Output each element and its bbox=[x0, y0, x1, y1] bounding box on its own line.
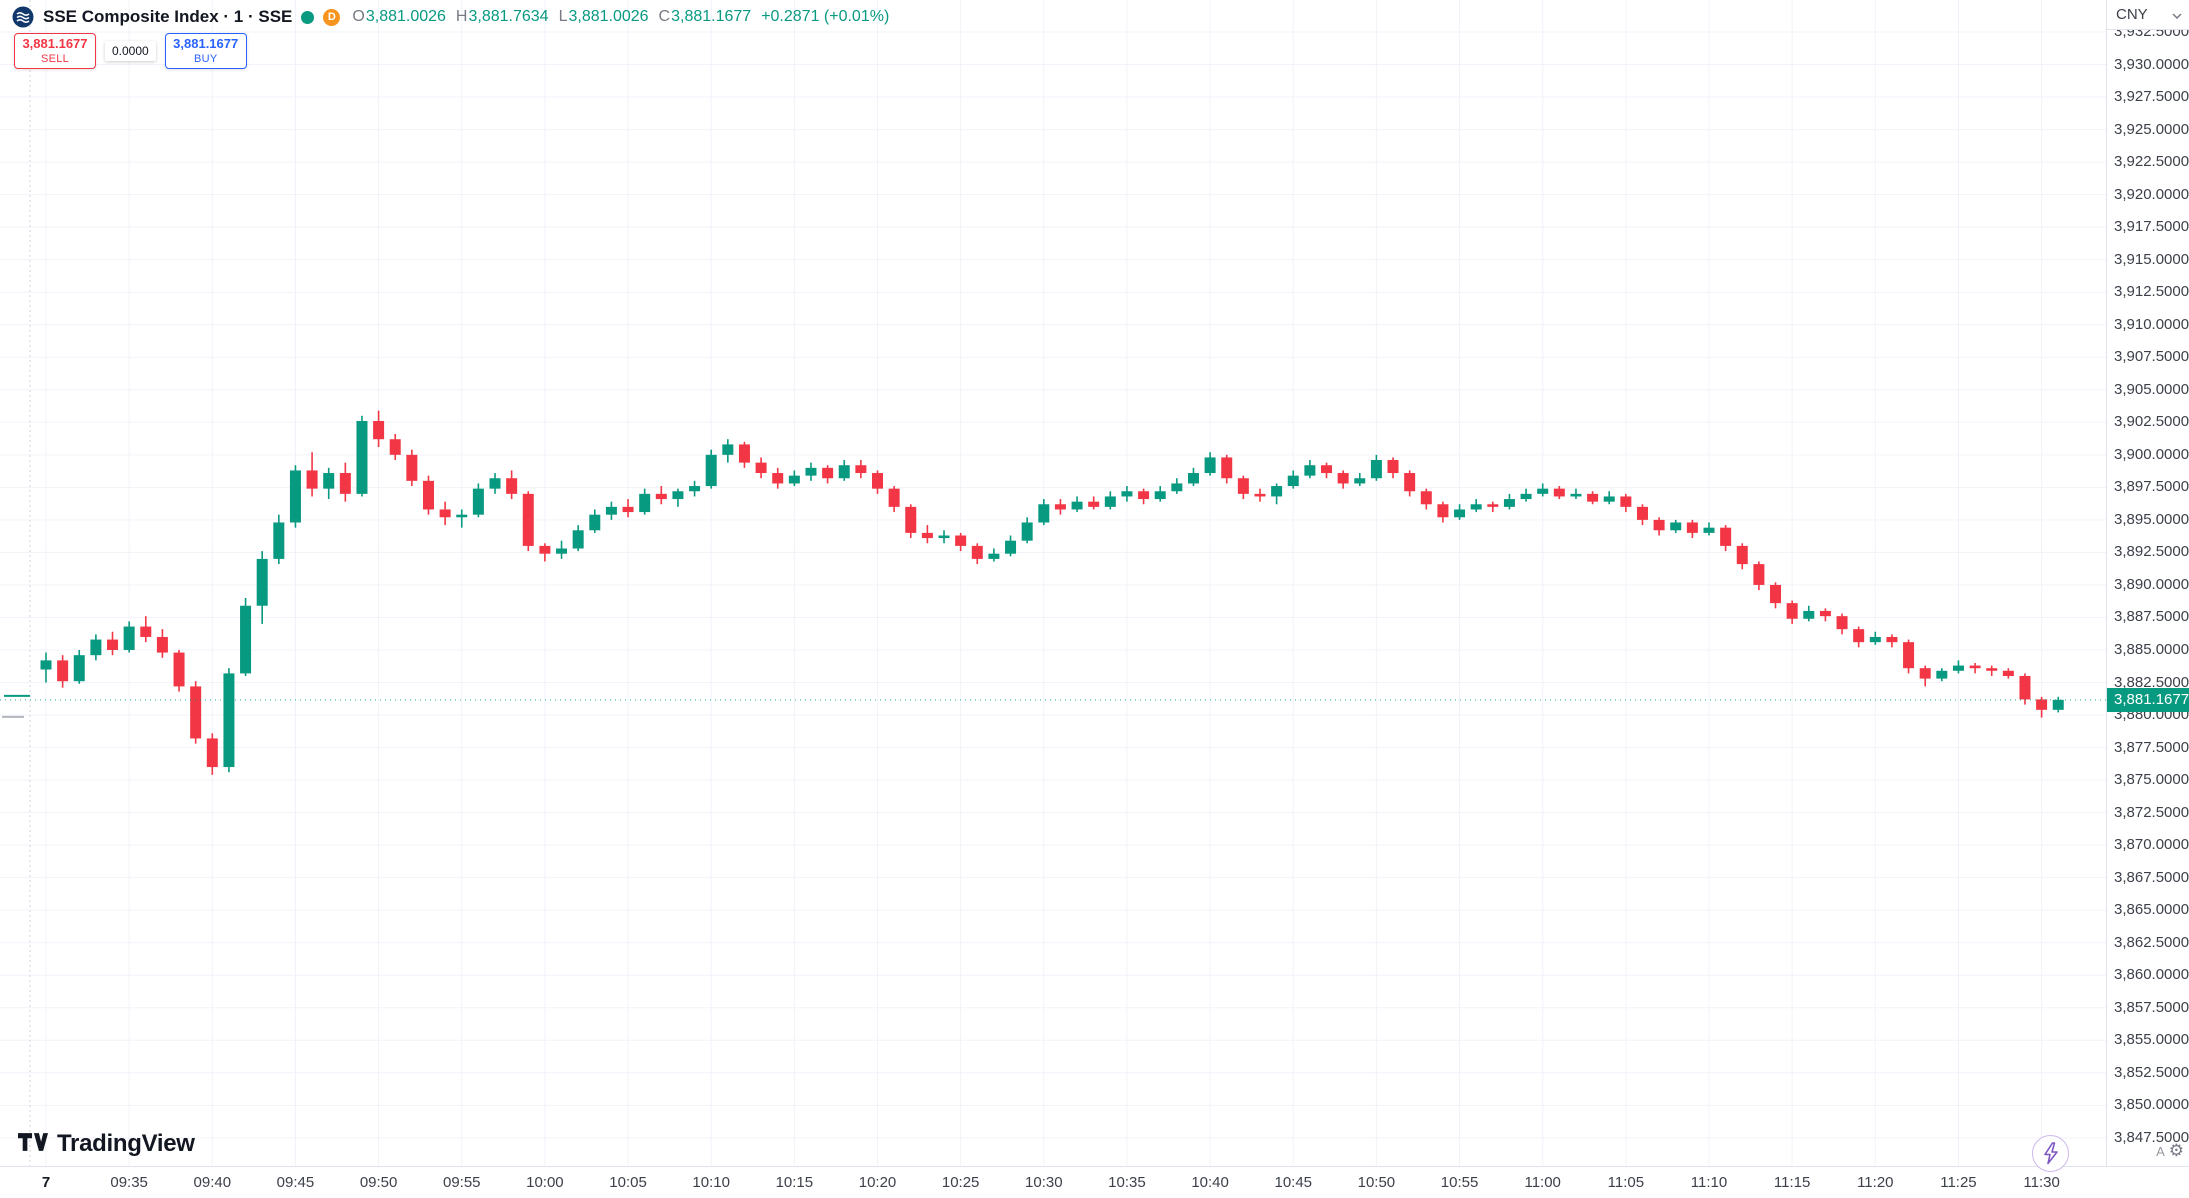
time-axis-label: 11:30 bbox=[2023, 1174, 2060, 1191]
price-axis-label: 3,907.5000 bbox=[2114, 348, 2189, 366]
high-label: H bbox=[455, 8, 468, 25]
symbol-legend: SSE Composite Index · 1 · SSE D O 3,881.0… bbox=[12, 5, 889, 29]
time-axis-label: 09:55 bbox=[442, 1174, 481, 1191]
time-axis-label: 10:55 bbox=[1440, 1174, 1479, 1191]
delayed-data-badge-icon[interactable]: D bbox=[323, 8, 341, 26]
close-label: C bbox=[658, 8, 671, 25]
price-axis-label: 3,910.0000 bbox=[2114, 315, 2189, 333]
price-axis-label: 3,905.0000 bbox=[2114, 380, 2189, 398]
price-axis-label: 3,850.0000 bbox=[2114, 1096, 2189, 1114]
price-axis-label: 3,860.0000 bbox=[2114, 966, 2189, 984]
time-axis[interactable]: 7 09:35 09:40 09:45 09:50 09:55 10:00 10:05 10:1… bbox=[0, 1166, 2189, 1198]
price-axis-label: 3,852.5000 bbox=[2114, 1063, 2189, 1081]
price-axis-label: 3,895.0000 bbox=[2114, 510, 2189, 528]
time-axis-label: 09:35 bbox=[110, 1174, 148, 1191]
price-axis-label: 3,930.0000 bbox=[2114, 55, 2189, 73]
ohlc-values: O 3,881.0026 H 3,881.7634 L 3,881.0026 C 3,8… bbox=[352, 8, 889, 26]
time-axis-label: 10:50 bbox=[1357, 1174, 1396, 1191]
price-axis-label: 3,902.5000 bbox=[2114, 413, 2189, 431]
tradingview-logo-icon bbox=[18, 1132, 48, 1156]
price-axis-label: 3,920.0000 bbox=[2114, 185, 2189, 203]
price-axis-label: 3,915.0000 bbox=[2114, 250, 2189, 268]
time-axis-label: 09:40 bbox=[193, 1174, 232, 1191]
price-axis-label: 3,867.5000 bbox=[2114, 868, 2189, 886]
price-axis-label: 3,917.5000 bbox=[2114, 218, 2189, 236]
trade-panel: 3,881.1677 SELL 0.0000 3,881.1677 BUY bbox=[14, 33, 247, 69]
chevron-down-icon bbox=[2172, 6, 2182, 23]
price-axis[interactable]: CNY 3,932.5000 3,930.0000 3,927.5000 3,925.… bbox=[2106, 0, 2189, 1166]
time-axis-label: 09:45 bbox=[276, 1174, 315, 1191]
time-axis-label: 10:10 bbox=[692, 1174, 730, 1191]
spread-value: 0.0000 bbox=[105, 41, 156, 61]
currency-selector[interactable]: CNY bbox=[2107, 0, 2189, 30]
time-axis-label: 10:25 bbox=[941, 1174, 980, 1191]
price-axis-label: 3,870.0000 bbox=[2114, 836, 2189, 854]
price-axis-label: 3,885.0000 bbox=[2114, 640, 2189, 658]
price-axis-label: 3,912.5000 bbox=[2114, 283, 2189, 301]
price-axis-label: 3,875.0000 bbox=[2114, 771, 2189, 789]
time-axis-label: 10:40 bbox=[1191, 1174, 1229, 1191]
time-axis-label: 10:05 bbox=[609, 1174, 647, 1191]
time-axis-label: 10:35 bbox=[1108, 1174, 1146, 1191]
buy-label: BUY bbox=[193, 52, 218, 65]
buy-button[interactable]: 3,881.1677 BUY bbox=[164, 33, 247, 69]
time-axis-label: 09:50 bbox=[359, 1174, 398, 1191]
price-axis-label: 3,862.5000 bbox=[2114, 933, 2189, 951]
time-axis-label: 10:45 bbox=[1274, 1174, 1313, 1191]
axis-settings[interactable]: A ⚙ bbox=[2156, 1141, 2184, 1161]
price-axis-label: 3,897.5000 bbox=[2114, 478, 2189, 496]
price-axis-label: 3,857.5000 bbox=[2114, 998, 2189, 1016]
price-axis-label: 3,872.5000 bbox=[2114, 803, 2189, 821]
price-axis-label: 3,892.5000 bbox=[2114, 543, 2189, 561]
price-axis-label: 3,922.5000 bbox=[2114, 153, 2189, 171]
time-axis-label: 11:10 bbox=[1690, 1174, 1728, 1191]
buy-price: 3,881.1677 bbox=[173, 35, 239, 51]
time-axis-label: 10:15 bbox=[775, 1174, 814, 1191]
high-value: 3,881.7634 bbox=[468, 8, 549, 25]
price-axis-label: 3,882.5000 bbox=[2114, 673, 2189, 691]
gear-icon[interactable]: ⚙ bbox=[2168, 1141, 2184, 1160]
price-axis-label: 3,847.5000 bbox=[2114, 1128, 2189, 1146]
time-axis-label: 10:30 bbox=[1025, 1174, 1063, 1191]
last-price-tag: 3,881.1677 bbox=[2107, 687, 2189, 712]
open-label: O bbox=[352, 8, 365, 25]
price-change: +0.2871 (+0.01%) bbox=[761, 8, 890, 25]
quick-trade-lightning-button[interactable] bbox=[2032, 1135, 2069, 1172]
tradingview-logo[interactable]: TradingView bbox=[18, 1130, 195, 1158]
symbol-title[interactable]: SSE Composite Index · 1 · SSE bbox=[43, 7, 293, 26]
sell-label: SELL bbox=[40, 52, 70, 65]
axis-corner-label: A bbox=[2156, 1143, 2165, 1159]
price-axis-label: 3,887.5000 bbox=[2114, 608, 2189, 626]
chart-area: SSE Composite Index · 1 · SSE D O 3,881.0… bbox=[0, 0, 2106, 1172]
sell-button[interactable]: 3,881.1677 SELL bbox=[14, 33, 96, 69]
market-status-icon bbox=[301, 10, 315, 24]
time-axis-label: 10:20 bbox=[858, 1174, 897, 1191]
price-axis-label: 3,900.0000 bbox=[2114, 445, 2189, 463]
price-axis-label: 3,865.0000 bbox=[2114, 901, 2189, 919]
lightning-bolt-icon bbox=[2043, 1142, 2058, 1165]
price-axis-label: 3,925.0000 bbox=[2114, 120, 2189, 138]
close-value: 3,881.1677 bbox=[671, 8, 752, 25]
time-axis-label: 11:00 bbox=[1524, 1174, 1561, 1191]
time-axis-label: 7 bbox=[41, 1174, 51, 1191]
price-axis-label: 3,890.0000 bbox=[2114, 575, 2189, 593]
open-value: 3,881.0026 bbox=[365, 8, 446, 25]
price-axis-label: 3,855.0000 bbox=[2114, 1031, 2189, 1049]
price-axis-label: 3,877.5000 bbox=[2114, 738, 2189, 756]
low-label: L bbox=[558, 8, 568, 25]
chart-canvas[interactable] bbox=[0, 0, 2106, 1166]
time-axis-label: 10:00 bbox=[526, 1174, 564, 1191]
sell-price: 3,881.1677 bbox=[22, 35, 88, 51]
currency-label: CNY bbox=[2116, 6, 2148, 23]
price-axis-label: 3,927.5000 bbox=[2114, 88, 2189, 106]
tradingview-wordmark: TradingView bbox=[57, 1130, 195, 1157]
time-axis-label: 11:20 bbox=[1857, 1174, 1894, 1191]
time-axis-label: 11:25 bbox=[1940, 1174, 1977, 1191]
low-value: 3,881.0026 bbox=[568, 8, 649, 25]
symbol-logo-icon bbox=[12, 6, 34, 28]
time-axis-label: 11:05 bbox=[1607, 1174, 1645, 1191]
time-axis-label: 11:15 bbox=[1773, 1174, 1811, 1191]
